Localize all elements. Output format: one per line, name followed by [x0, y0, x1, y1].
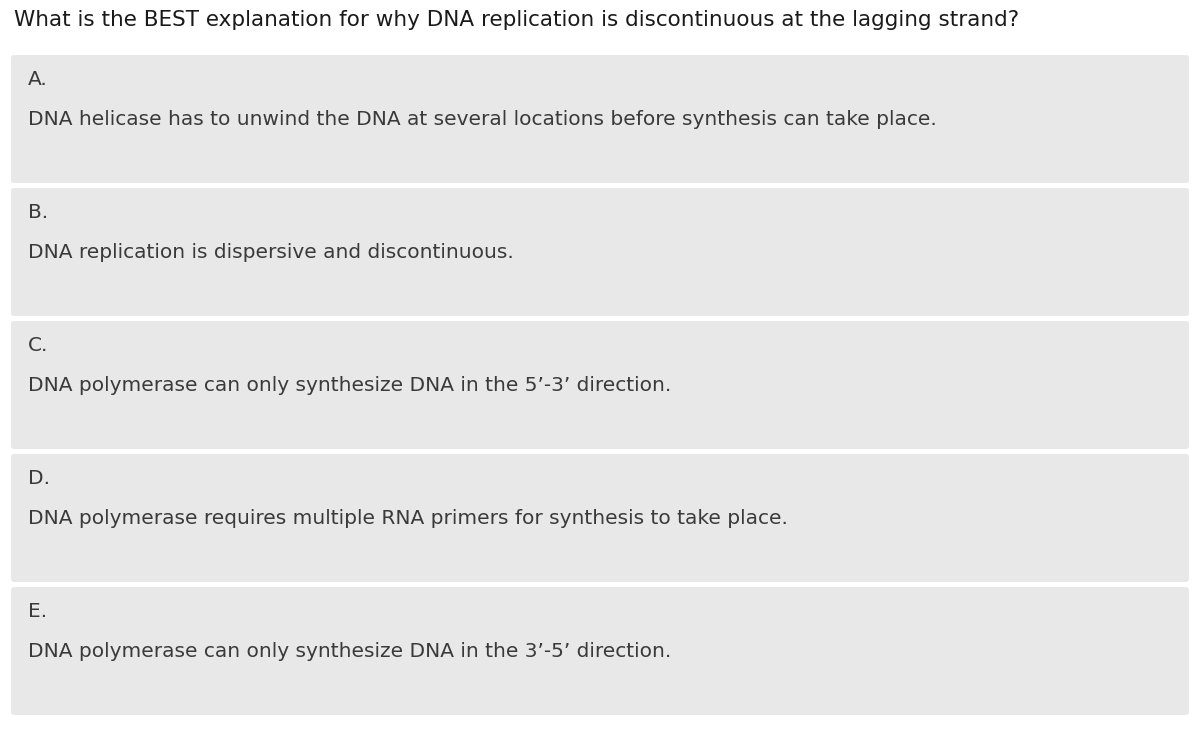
- Text: D.: D.: [28, 469, 50, 488]
- Text: DNA polymerase can only synthesize DNA in the 5’-3’ direction.: DNA polymerase can only synthesize DNA i…: [28, 376, 671, 395]
- FancyBboxPatch shape: [11, 587, 1189, 715]
- FancyBboxPatch shape: [11, 55, 1189, 183]
- Text: A.: A.: [28, 70, 48, 89]
- Text: What is the BEST explanation for why DNA replication is discontinuous at the lag: What is the BEST explanation for why DNA…: [14, 10, 1019, 30]
- Text: DNA replication is dispersive and discontinuous.: DNA replication is dispersive and discon…: [28, 243, 514, 262]
- Text: DNA polymerase requires multiple RNA primers for synthesis to take place.: DNA polymerase requires multiple RNA pri…: [28, 509, 788, 528]
- Text: DNA polymerase can only synthesize DNA in the 3’-5’ direction.: DNA polymerase can only synthesize DNA i…: [28, 642, 671, 661]
- FancyBboxPatch shape: [11, 188, 1189, 316]
- Text: DNA helicase has to unwind the DNA at several locations before synthesis can tak: DNA helicase has to unwind the DNA at se…: [28, 110, 937, 129]
- FancyBboxPatch shape: [11, 454, 1189, 582]
- Text: C.: C.: [28, 336, 48, 355]
- FancyBboxPatch shape: [11, 321, 1189, 449]
- Text: E.: E.: [28, 602, 47, 621]
- Text: B.: B.: [28, 203, 48, 222]
